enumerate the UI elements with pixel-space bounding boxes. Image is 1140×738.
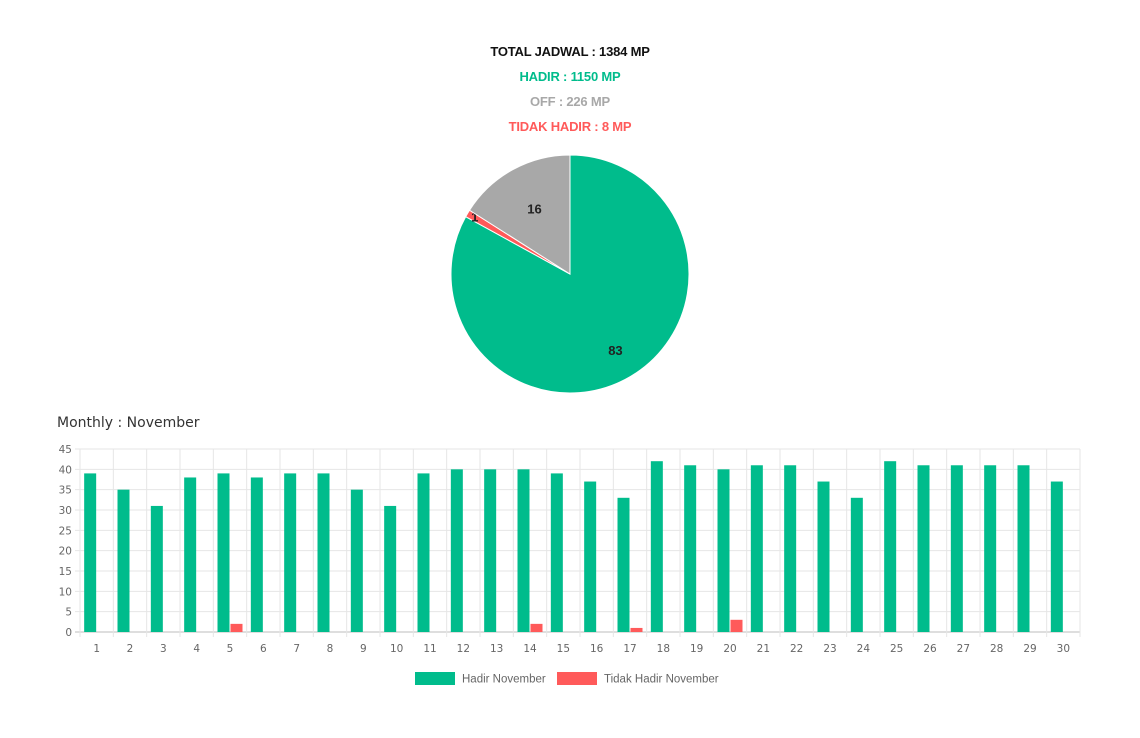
bar-hadir [350, 489, 363, 632]
bar-hadir [184, 477, 197, 632]
bar-hadir [417, 473, 430, 632]
x-tick-label: 24 [857, 643, 871, 655]
x-tick-label: 18 [657, 643, 670, 655]
bar-hadir [284, 473, 297, 632]
bar-hadir [384, 505, 397, 632]
x-tick-label: 29 [1023, 643, 1036, 655]
bar-hadir [950, 465, 963, 632]
bar-tidak-hadir [630, 627, 643, 632]
pie-slice-off [468, 154, 571, 275]
bar-hadir [1017, 465, 1030, 632]
pie-label-off: 16 [527, 201, 541, 216]
bar-hadir [850, 497, 863, 632]
legend-label-tidak-hadir[interactable]: Tidak Hadir November [604, 674, 719, 686]
bar-hadir [550, 473, 563, 632]
bar-hadir [984, 465, 997, 632]
x-tick-label: 7 [293, 643, 300, 655]
x-tick-label: 6 [260, 643, 267, 655]
x-tick-label: 8 [327, 643, 334, 655]
pie-label-hadir: 83 [608, 343, 622, 358]
bar-hadir [117, 489, 130, 632]
y-tick-label: 15 [59, 566, 72, 578]
x-tick-label: 1 [93, 643, 100, 655]
y-tick-label: 25 [59, 525, 72, 537]
x-tick-label: 9 [360, 643, 367, 655]
bar-hadir [517, 469, 530, 632]
x-tick-label: 17 [623, 643, 636, 655]
bar-hadir [250, 477, 263, 632]
monthly-chart-title: Monthly : November [57, 415, 200, 431]
y-tick-label: 45 [59, 444, 72, 456]
x-tick-label: 13 [490, 643, 503, 655]
tidak-hadir-text: TIDAK HADIR : 8 MP [508, 119, 632, 134]
bar-hadir [917, 465, 930, 632]
x-tick-label: 11 [423, 643, 436, 655]
x-tick-label: 2 [127, 643, 134, 655]
legend-swatch-tidak-hadir[interactable] [557, 672, 597, 685]
x-tick-label: 5 [227, 643, 234, 655]
legend-label-hadir[interactable]: Hadir November [462, 674, 546, 686]
y-tick-label: 5 [65, 607, 72, 619]
bar-tidak-hadir [530, 623, 543, 632]
bar-hadir [617, 497, 630, 632]
x-tick-label: 23 [823, 643, 836, 655]
bar-hadir [484, 469, 497, 632]
x-tick-label: 19 [690, 643, 703, 655]
bar-hadir [884, 461, 897, 632]
y-tick-label: 10 [59, 586, 72, 598]
x-tick-label: 22 [790, 643, 803, 655]
bar-tidak-hadir [230, 623, 243, 632]
bar-hadir [84, 473, 97, 632]
y-tick-label: 0 [65, 627, 72, 639]
y-tick-label: 20 [59, 546, 72, 558]
x-tick-label: 16 [590, 643, 604, 655]
bar-hadir [650, 461, 663, 632]
pie-label-tidak-hadir: 1 [471, 210, 478, 225]
x-tick-label: 21 [757, 643, 770, 655]
off-text: OFF : 226 MP [530, 94, 610, 109]
bar-hadir [684, 465, 697, 632]
x-tick-label: 14 [523, 643, 537, 655]
bar-hadir [217, 473, 230, 632]
bar-hadir [750, 465, 763, 632]
bar-hadir [584, 481, 597, 632]
x-tick-label: 3 [160, 643, 167, 655]
y-tick-label: 40 [59, 464, 72, 476]
x-tick-label: 28 [990, 643, 1003, 655]
x-tick-label: 25 [890, 643, 903, 655]
bar-hadir [1050, 481, 1063, 632]
x-tick-label: 30 [1057, 643, 1070, 655]
x-tick-label: 4 [193, 643, 200, 655]
legend-swatch-hadir[interactable] [415, 672, 455, 685]
x-tick-label: 27 [957, 643, 970, 655]
bar-hadir [817, 481, 830, 632]
bar-hadir [150, 505, 163, 632]
y-tick-label: 35 [59, 485, 72, 497]
attendance-pie-chart: 83 1 16 [450, 154, 690, 394]
total-jadwal-text: TOTAL JADWAL : 1384 MP [490, 44, 650, 59]
x-tick-label: 10 [390, 643, 403, 655]
bar-hadir [317, 473, 330, 632]
bar-hadir [784, 465, 797, 632]
x-tick-label: 15 [557, 643, 570, 655]
x-tick-label: 12 [457, 643, 470, 655]
summary-block: TOTAL JADWAL : 1384 MP HADIR : 1150 MP O… [0, 42, 1140, 142]
bar-tidak-hadir [730, 619, 743, 632]
x-tick-label: 26 [923, 643, 937, 655]
hadir-text: HADIR : 1150 MP [519, 69, 621, 84]
bar-hadir [450, 469, 463, 632]
bar-hadir [717, 469, 730, 632]
y-tick-label: 30 [59, 505, 72, 517]
x-tick-label: 20 [723, 643, 736, 655]
